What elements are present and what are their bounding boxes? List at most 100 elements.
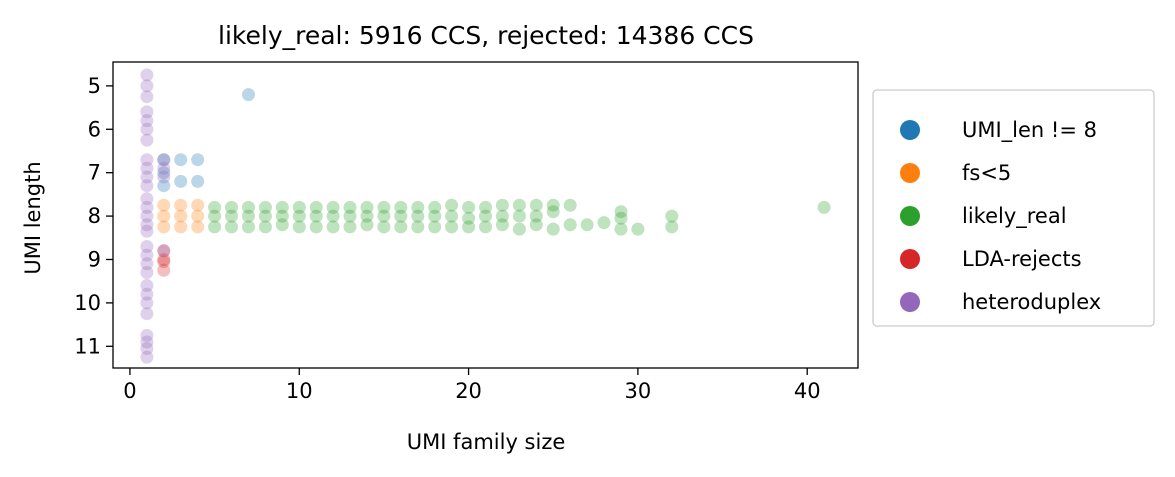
point-likely-real — [631, 222, 645, 236]
x-tick-label: 20 — [455, 379, 482, 403]
point-likely-real — [225, 209, 238, 223]
point-likely-real — [208, 209, 222, 223]
point-heteroduplex — [140, 170, 154, 184]
point-likely-real — [258, 209, 272, 223]
point-likely-real — [512, 222, 526, 236]
point-umi-len-8 — [174, 174, 188, 188]
y-tick-label: 10 — [74, 291, 101, 315]
point-likely-real — [495, 198, 509, 212]
point-likely-real — [326, 220, 340, 234]
point-likely-real — [546, 198, 560, 212]
point-umi-len-8 — [157, 179, 171, 193]
points-layer — [140, 68, 831, 364]
point-heteroduplex — [140, 279, 154, 292]
legend-marker-umi-len-8 — [900, 120, 920, 140]
point-fs-5 — [174, 198, 188, 212]
point-heteroduplex — [140, 287, 154, 301]
chart-title: likely_real: 5916 CCS, rejected: 14386 C… — [218, 21, 754, 50]
point-umi-len-8 — [191, 153, 205, 167]
point-likely-real — [343, 200, 357, 214]
point-fs-5 — [157, 198, 171, 212]
point-likely-real — [462, 211, 476, 225]
point-fs-5 — [157, 220, 171, 234]
point-heteroduplex — [140, 248, 154, 262]
point-likely-real — [445, 198, 459, 212]
point-heteroduplex — [140, 335, 154, 349]
point-heteroduplex — [140, 342, 154, 355]
point-likely-real — [665, 209, 679, 223]
point-fs-5 — [191, 220, 205, 234]
point-likely-real — [614, 205, 628, 219]
legend-marker-heteroduplex — [900, 292, 920, 312]
point-likely-real — [614, 211, 628, 225]
point-heteroduplex — [140, 296, 154, 310]
legend-label-fs-5: fs<5 — [962, 161, 1011, 185]
legend-label-umi-len-8: UMI_len != 8 — [962, 118, 1097, 143]
point-likely-real — [225, 200, 238, 214]
point-likely-real — [377, 220, 391, 234]
point-likely-real — [563, 218, 577, 232]
point-heteroduplex — [140, 218, 154, 232]
point-likely-real — [479, 209, 492, 223]
legend-label-likely-real: likely_real — [962, 204, 1067, 229]
legend-entries: UMI_len != 8 fs<5 likely_real LDA-rejects he… — [900, 118, 1101, 314]
y-tick-label: 8 — [88, 204, 101, 228]
point-heteroduplex — [140, 192, 154, 206]
point-lda-rejects — [157, 255, 171, 269]
point-likely-real — [326, 209, 340, 223]
y-tick-label: 6 — [88, 117, 101, 141]
point-likely-real — [309, 209, 323, 223]
point-heteroduplex — [140, 328, 154, 342]
point-umi-len-8 — [157, 153, 171, 167]
point-heteroduplex — [157, 170, 171, 184]
legend-label-lda-rejects: LDA-rejects — [962, 247, 1082, 271]
y-tick-label: 7 — [88, 161, 101, 185]
point-likely-real — [242, 209, 255, 223]
point-heteroduplex — [140, 266, 154, 279]
point-lda-rejects — [157, 253, 171, 266]
point-heteroduplex — [140, 105, 154, 119]
point-heteroduplex — [140, 68, 154, 82]
point-heteroduplex — [140, 122, 154, 136]
point-likely-real — [529, 198, 543, 212]
point-likely-real — [546, 222, 560, 236]
point-likely-real — [225, 220, 238, 234]
point-likely-real — [512, 209, 526, 223]
point-likely-real — [479, 200, 492, 214]
point-likely-real — [208, 200, 222, 214]
point-likely-real — [292, 220, 306, 234]
point-likely-real — [546, 205, 560, 219]
point-likely-real — [275, 200, 289, 214]
point-likely-real — [462, 200, 476, 214]
point-umi-len-8 — [242, 88, 255, 102]
point-likely-real — [377, 209, 391, 223]
point-likely-real — [512, 198, 526, 212]
x-axis: 0 10 20 30 40 — [123, 368, 821, 403]
point-fs-5 — [157, 209, 171, 223]
x-tick-label: 40 — [794, 379, 821, 403]
point-fs-5 — [174, 209, 188, 223]
point-heteroduplex — [140, 240, 154, 253]
point-fs-5 — [191, 209, 205, 223]
point-umi-len-8 — [157, 166, 171, 180]
point-likely-real — [665, 220, 679, 234]
x-tick-label: 10 — [286, 379, 313, 403]
point-lda-rejects — [157, 244, 171, 258]
point-likely-real — [817, 200, 831, 214]
y-tick-label: 5 — [88, 74, 101, 98]
point-likely-real — [360, 209, 374, 223]
point-likely-real — [275, 209, 289, 223]
point-likely-real — [495, 218, 509, 232]
point-likely-real — [343, 220, 357, 234]
point-fs-5 — [191, 198, 205, 212]
point-likely-real — [529, 218, 543, 232]
x-tick-label: 30 — [625, 379, 652, 403]
point-likely-real — [394, 209, 408, 223]
point-likely-real — [292, 209, 306, 223]
point-heteroduplex — [140, 307, 154, 321]
point-likely-real — [428, 209, 442, 223]
point-likely-real — [479, 220, 492, 234]
plot-area-frame — [112, 61, 859, 369]
point-likely-real — [411, 200, 425, 214]
point-likely-real — [428, 220, 442, 234]
